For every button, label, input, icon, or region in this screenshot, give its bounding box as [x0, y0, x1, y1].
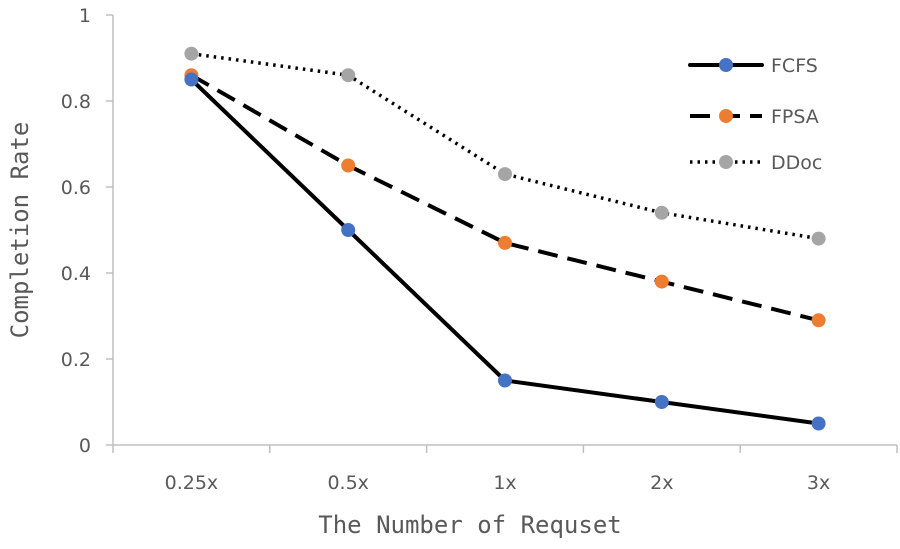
- legend-marker: [719, 155, 733, 169]
- data-point-ddoc: [498, 167, 512, 182]
- ticks: 0 0.2 0.4 0.6 0.8 1 0.25x 0.5x 1x 2x 3x: [61, 5, 898, 494]
- legend-label: FCFS: [771, 55, 818, 77]
- y-tick-label: 0.2: [61, 349, 91, 371]
- series: [184, 46, 826, 431]
- data-point-ddoc: [341, 68, 356, 83]
- legend-item-fcfs: FCFS: [688, 55, 818, 77]
- legend-marker: [719, 58, 733, 72]
- x-tick-label: 2x: [650, 472, 673, 494]
- data-point-fcfs: [654, 395, 669, 409]
- x-tick-label: 0.5x: [327, 472, 368, 494]
- x-axis-title: The Number of Requset: [318, 511, 621, 539]
- data-point-ddoc: [184, 46, 199, 61]
- data-point-fpsa: [811, 313, 826, 328]
- legend-item-ddoc: DDoc: [690, 152, 822, 174]
- y-axis-title: Completion Rate: [6, 122, 34, 339]
- data-point-fpsa: [498, 235, 512, 250]
- data-point-fcfs: [184, 72, 199, 87]
- x-tick-label: 1x: [493, 472, 516, 494]
- data-point-ddoc: [811, 231, 826, 246]
- series-line-fpsa: [190, 73, 820, 323]
- data-point-ddoc: [654, 205, 669, 220]
- legend: FCFS FPSA DDoc: [688, 55, 822, 174]
- data-point-fcfs: [498, 373, 512, 388]
- x-tick-label: 0.25x: [165, 472, 219, 494]
- legend-item-fpsa: FPSA: [690, 106, 819, 128]
- y-tick-label: 0.8: [61, 91, 91, 113]
- legend-label: FPSA: [771, 106, 819, 128]
- y-tick-label: 0.4: [61, 263, 91, 285]
- data-point-fpsa: [341, 158, 356, 173]
- y-tick-label: 1: [79, 5, 91, 27]
- y-tick-label: 0: [79, 435, 91, 457]
- x-tick-label: 3x: [807, 472, 830, 494]
- legend-marker: [719, 109, 733, 123]
- legend-label: DDoc: [771, 152, 822, 174]
- series-line-ddoc: [191, 51, 819, 241]
- data-point-fcfs: [341, 223, 356, 237]
- y-tick-label: 0.6: [61, 177, 91, 199]
- data-point-fpsa: [654, 274, 669, 289]
- data-point-fcfs: [811, 416, 826, 431]
- axes: [112, 15, 897, 446]
